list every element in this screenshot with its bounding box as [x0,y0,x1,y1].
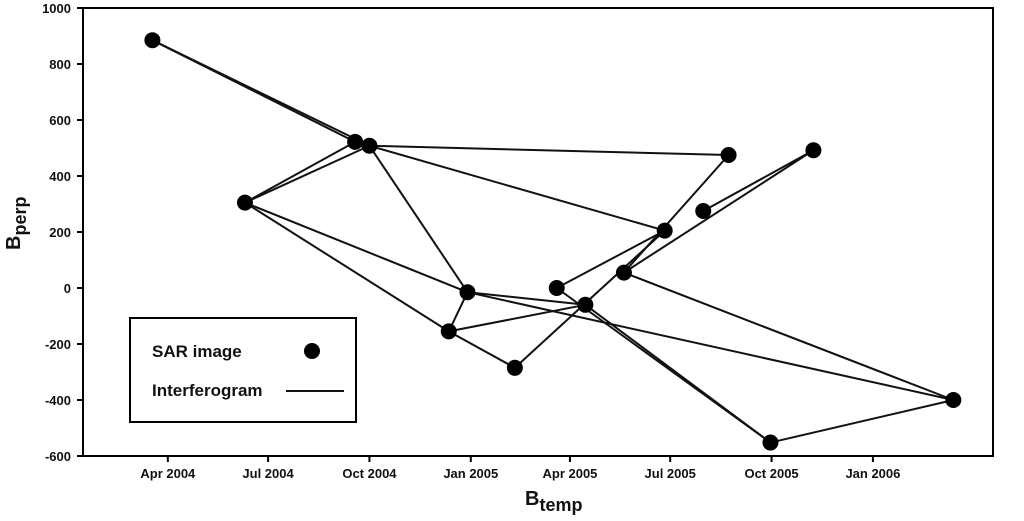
y-axis: 1000 800 600 400 200 0 -200 -400 -600 [42,1,83,464]
interferogram-line [623,271,954,401]
sar-image-point [945,392,962,408]
interferogram-line [369,144,665,232]
sar-image-point [720,147,737,163]
legend: SAR image Interferogram [129,317,357,423]
sar-image-point [695,203,712,219]
y-tick-label: 600 [49,113,71,128]
legend-box [129,317,357,423]
y-tick-label: 1000 [42,1,71,16]
interferogram-line [556,229,666,289]
interferogram-line [244,144,370,204]
sar-image-point [656,222,673,239]
y-tick-label: 0 [64,281,71,296]
interferogram-line [467,291,586,306]
x-tick-label: Jan 2006 [845,466,900,481]
sar-image-point [548,280,565,296]
sar-image-point [459,284,476,301]
interferogram-line [368,145,469,293]
sar-image-point [144,32,161,49]
interferogram-line [702,149,814,212]
y-tick-label: 200 [49,225,71,240]
legend-label-sar-image: SAR image [152,342,242,361]
y-tick-label: 400 [49,169,71,184]
sar-image-point [577,296,594,313]
interferogram-line [244,201,468,294]
x-tick-label: Oct 2004 [342,466,397,481]
sar-image-point [805,142,822,159]
x-tick-label: Jul 2005 [645,466,696,481]
sar-image-point [506,359,523,376]
interferogram-line [151,39,370,147]
interferogram-line [623,149,814,274]
y-tick-label: -600 [45,449,71,464]
interferogram-line [584,303,772,444]
sar-image-point [762,434,779,451]
y-tick-label: -400 [45,393,71,408]
interferogram-line [448,303,586,333]
interferogram-line [244,201,450,333]
interferogram-line [623,154,730,274]
sar-image-point [440,323,457,340]
interferogram-line [244,140,356,204]
legend-marker-sar-image [304,343,320,359]
sar-image-point [347,133,364,150]
sar-image-point [615,264,632,281]
x-axis-title: Btemp [525,488,582,515]
interferogram-line [369,144,729,156]
x-tick-label: Oct 2005 [744,466,798,481]
y-tick-label: 800 [49,57,71,72]
y-axis-title: Bperp [3,197,30,250]
x-axis: Apr 2004 Jul 2004 Oct 2004 Jan 2005 Apr 2005… [140,456,900,481]
legend-label-interferogram: Interferogram [152,381,263,400]
x-tick-label: Apr 2005 [542,466,597,481]
interferogram-line [467,291,954,401]
sar-image-point [361,137,378,154]
x-tick-label: Apr 2004 [140,466,196,481]
sar-image-markers [144,32,962,451]
sar-image-point [236,194,253,211]
x-tick-label: Jan 2005 [443,466,498,481]
interferogram-line [770,399,954,444]
x-tick-label: Jul 2004 [242,466,294,481]
interferogram-line [448,330,516,369]
y-tick-label: -200 [45,337,71,352]
